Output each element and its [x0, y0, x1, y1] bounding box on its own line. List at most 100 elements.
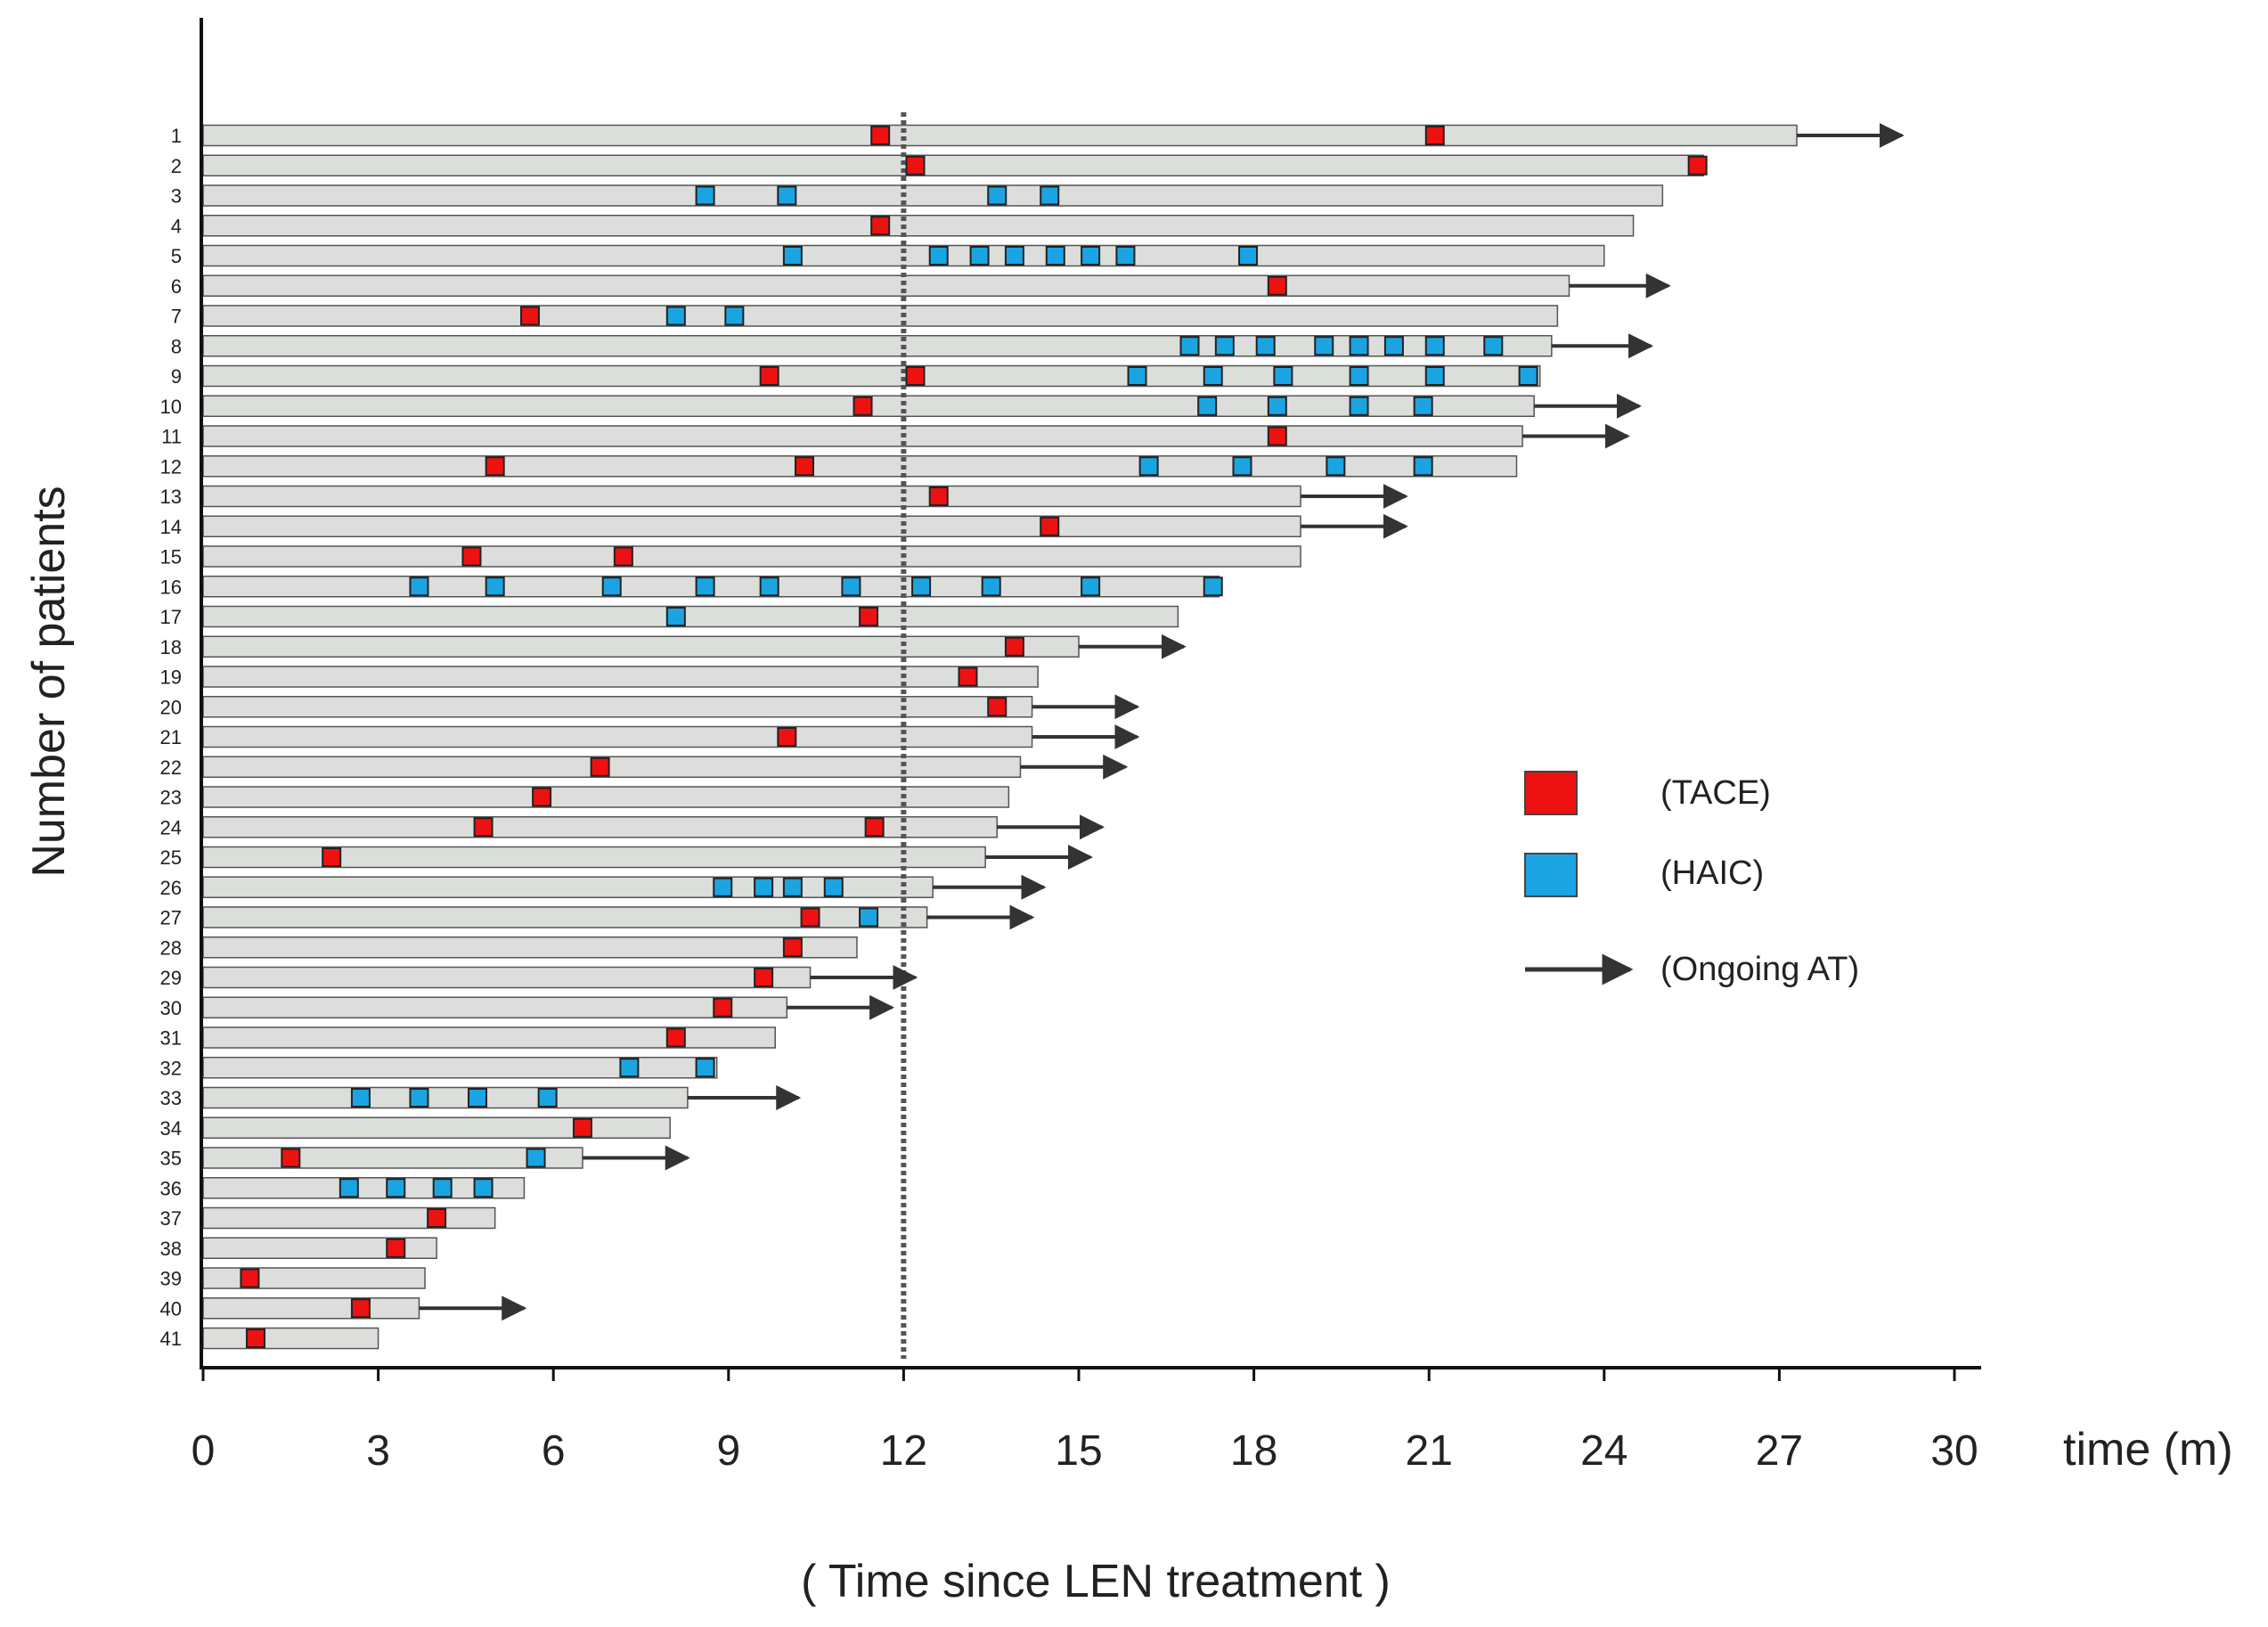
- haic-marker: [695, 1058, 715, 1078]
- patient-bar: [202, 966, 812, 989]
- legend-haic-label: (HAIC): [1660, 854, 1764, 892]
- patient-bar: [202, 124, 1798, 147]
- haic-marker: [1138, 456, 1159, 477]
- patient-row-label: 1: [171, 125, 182, 147]
- haic-marker: [1518, 366, 1538, 386]
- patient-row-label: 29: [160, 967, 182, 989]
- patient-bar: [202, 215, 1635, 237]
- legend-haic-swatch: [1524, 853, 1578, 897]
- haic-marker: [1040, 185, 1060, 206]
- patient-bar: [202, 1026, 776, 1049]
- haic-marker: [713, 877, 733, 897]
- patient-row-label: 9: [171, 365, 182, 388]
- haic-marker: [695, 576, 715, 597]
- haic-marker: [1179, 336, 1200, 356]
- patient-row-label: 22: [160, 756, 182, 779]
- tace-marker: [1687, 155, 1708, 176]
- patient-bar: [202, 605, 1179, 628]
- patient-bar: [202, 455, 1518, 478]
- haic-marker: [969, 246, 990, 266]
- patient-bar: [202, 274, 1570, 297]
- tace-marker: [485, 456, 505, 477]
- patient-row-label: 6: [171, 275, 182, 298]
- x-tick-label: 9: [716, 1427, 740, 1475]
- haic-marker: [928, 246, 949, 266]
- patient-row-label: 40: [160, 1297, 182, 1320]
- patient-row-label: 32: [160, 1057, 182, 1079]
- patient-bar: [202, 666, 1039, 688]
- haic-marker: [1081, 246, 1101, 266]
- patient-row-label: 18: [160, 636, 182, 658]
- tace-marker: [1267, 275, 1287, 296]
- patient-row-label: 2: [171, 155, 182, 177]
- patient-bar: [202, 545, 1301, 568]
- patient-bar: [202, 996, 788, 1018]
- patient-row-label: 36: [160, 1177, 182, 1199]
- haic-marker: [1413, 396, 1433, 416]
- haic-marker: [841, 576, 861, 597]
- patient-row-label: 38: [160, 1238, 182, 1260]
- haic-marker: [987, 185, 1008, 206]
- patient-row-label: 35: [160, 1148, 182, 1170]
- patient-bar: [202, 696, 1033, 718]
- patient-row-label: 3: [171, 185, 182, 208]
- patient-row-label: 12: [160, 455, 182, 478]
- tace-marker: [461, 546, 482, 567]
- haic-marker: [537, 1088, 558, 1108]
- patient-row-label: 20: [160, 696, 182, 718]
- haic-marker: [1115, 246, 1136, 266]
- patient-row-label: 30: [160, 997, 182, 1019]
- tace-marker: [519, 306, 540, 326]
- haic-marker: [1203, 366, 1223, 386]
- tace-marker: [713, 997, 733, 1018]
- tace-marker: [870, 216, 891, 236]
- haic-marker: [1349, 366, 1369, 386]
- tace-marker: [590, 756, 610, 777]
- tace-marker: [870, 126, 891, 145]
- haic-marker: [1424, 366, 1445, 386]
- patient-bar: [202, 1297, 420, 1320]
- patient-bar: [202, 1147, 583, 1169]
- tace-marker: [1040, 516, 1060, 536]
- tace-marker: [322, 847, 342, 867]
- tace-marker: [905, 366, 926, 386]
- tace-marker: [473, 817, 494, 838]
- x-tick-label: 6: [542, 1427, 566, 1475]
- patient-bar: [202, 936, 858, 959]
- haic-marker: [1413, 456, 1433, 477]
- haic-marker: [782, 877, 803, 897]
- tace-marker: [350, 1298, 371, 1319]
- haic-marker: [1424, 336, 1445, 356]
- tace-marker: [905, 155, 926, 176]
- x-axis-unit-label: time (m): [2063, 1424, 2233, 1476]
- tace-marker: [240, 1268, 260, 1288]
- patient-row-label: 4: [171, 215, 182, 237]
- haic-marker: [782, 246, 803, 266]
- tace-marker: [613, 546, 633, 567]
- patient-bars: [202, 124, 1798, 1350]
- haic-marker: [1349, 336, 1369, 356]
- patient-row-label: 27: [160, 907, 182, 929]
- patient-row-label: 25: [160, 846, 182, 869]
- tace-marker: [800, 907, 820, 928]
- x-tick-label: 24: [1580, 1427, 1628, 1475]
- patient-row-label: 39: [160, 1268, 182, 1290]
- x-tick-label: 0: [192, 1427, 216, 1475]
- tace-marker: [572, 1117, 592, 1138]
- patient-row-label: 41: [160, 1328, 182, 1350]
- x-axis-ticks: 0 3 6 9 12 15 18 21 24 27 30: [192, 1368, 1978, 1475]
- patient-bar: [202, 1057, 718, 1079]
- tace-marker: [427, 1208, 447, 1228]
- haic-marker: [485, 576, 505, 597]
- patient-bar: [202, 635, 1080, 658]
- haic-marker: [777, 185, 797, 206]
- patient-bar: [202, 364, 1541, 388]
- haic-marker: [386, 1178, 406, 1198]
- patient-bar: [202, 305, 1559, 327]
- patient-row-label: 13: [160, 486, 182, 508]
- patient-bar: [202, 876, 934, 898]
- haic-marker: [911, 576, 932, 597]
- patient-row-label: 10: [160, 396, 182, 418]
